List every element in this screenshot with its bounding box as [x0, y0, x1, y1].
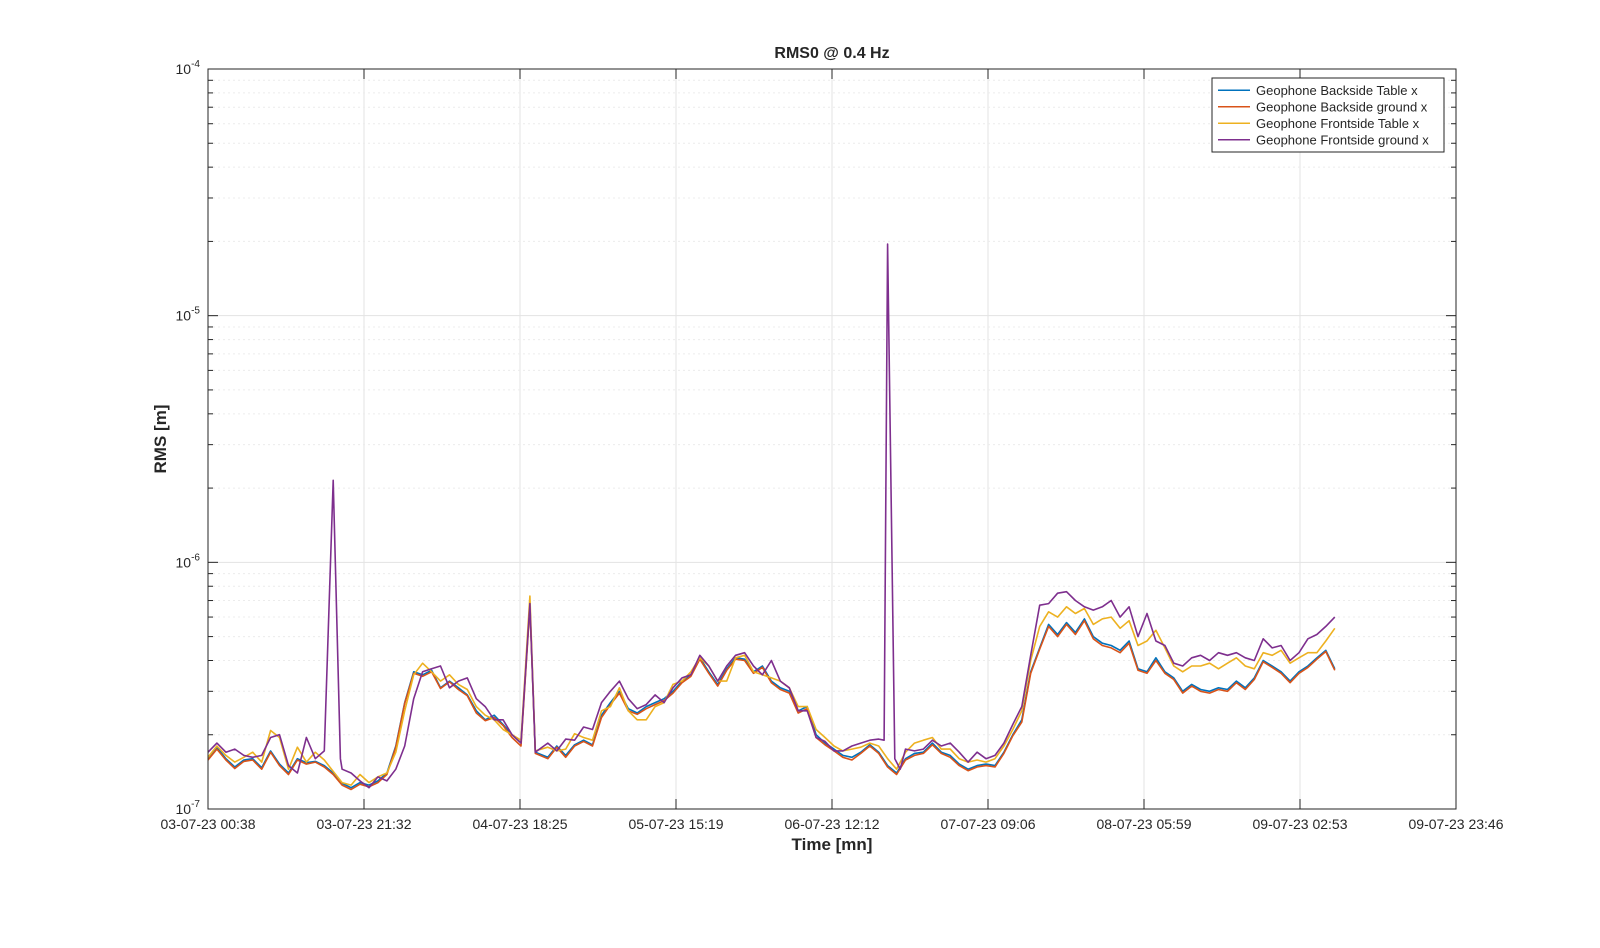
y-axis-label: RMS [m] — [151, 405, 170, 474]
y-tick-label: 10-5 — [176, 306, 201, 324]
series-line — [207, 595, 1336, 786]
x-tick-label: 03-07-23 21:32 — [317, 816, 412, 832]
axis-ticks: 03-07-23 00:38 03-07-23 21:32 04-07-23 18:… — [161, 59, 1504, 832]
x-tick-label: 03-07-23 00:38 — [161, 816, 256, 832]
x-tick-label: 04-07-23 18:25 — [473, 816, 568, 832]
legend-entry: Geophone Frontside Table x — [1256, 116, 1420, 131]
legend-entry: Geophone Backside ground x — [1256, 99, 1428, 114]
grid-lines — [208, 69, 1456, 809]
x-tick-label: 06-07-23 12:12 — [785, 816, 880, 832]
y-tick-label: 10-7 — [176, 799, 201, 817]
x-tick-label: 08-07-23 05:59 — [1097, 816, 1192, 832]
x-axis-label: Time [mn] — [792, 835, 873, 854]
x-tick-label: 05-07-23 15:19 — [629, 816, 724, 832]
y-tick-label: 10-6 — [176, 552, 201, 570]
x-tick-label: 07-07-23 09:06 — [941, 816, 1036, 832]
series-line — [207, 243, 1336, 789]
legend-entry: Geophone Backside Table x — [1256, 83, 1418, 98]
x-tick-label: 09-07-23 02:53 — [1253, 816, 1348, 832]
series-lines — [207, 243, 1336, 791]
series-line — [207, 606, 1336, 791]
legend-entry: Geophone Frontside ground x — [1256, 132, 1429, 147]
legend-box — [1211, 77, 1445, 153]
y-tick-label: 10-4 — [176, 59, 201, 77]
x-tick-label: 09-07-23 23:46 — [1409, 816, 1504, 832]
chart-title: RMS0 @ 0.4 Hz — [774, 45, 889, 62]
